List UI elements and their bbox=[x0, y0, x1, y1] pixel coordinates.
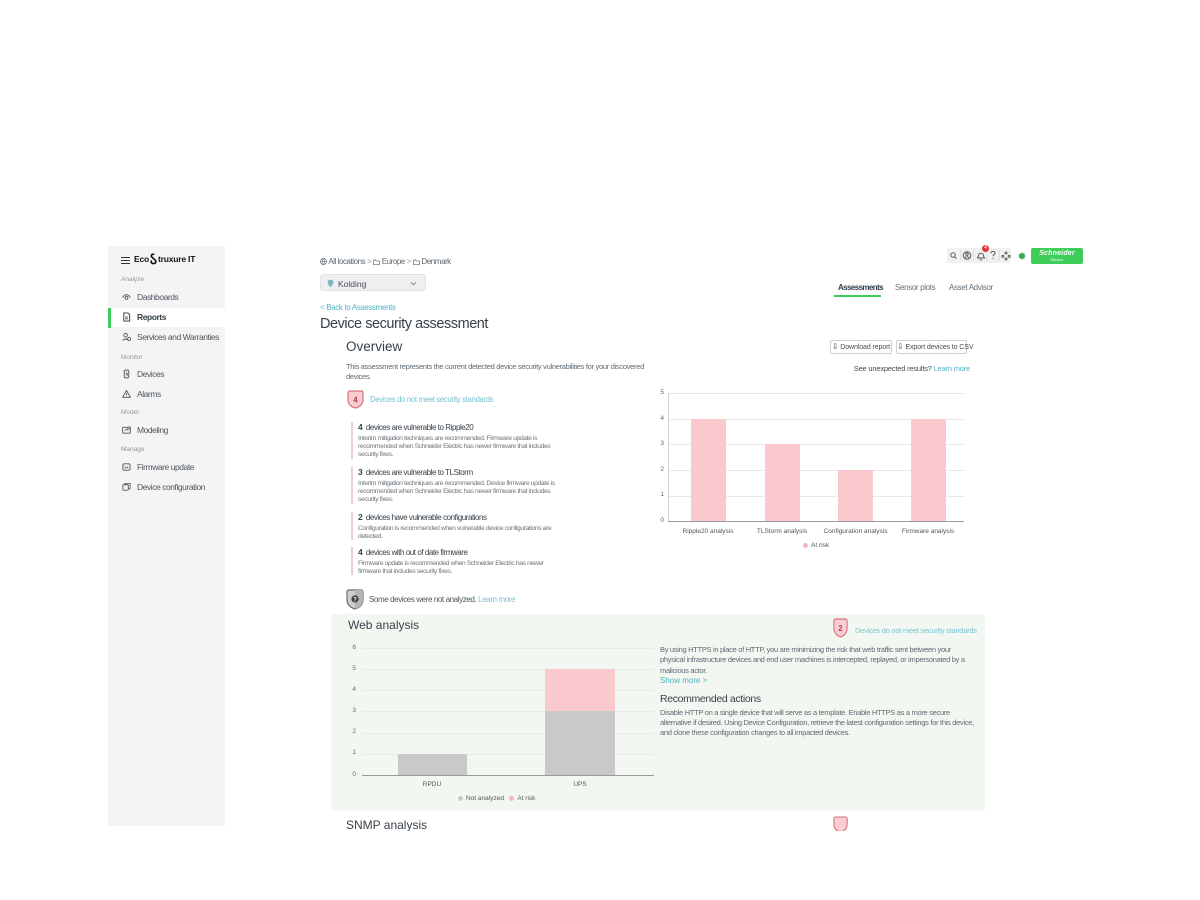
svg-text:2: 2 bbox=[839, 624, 843, 634]
svg-text:4: 4 bbox=[353, 396, 358, 405]
svg-text:?: ? bbox=[353, 597, 357, 603]
